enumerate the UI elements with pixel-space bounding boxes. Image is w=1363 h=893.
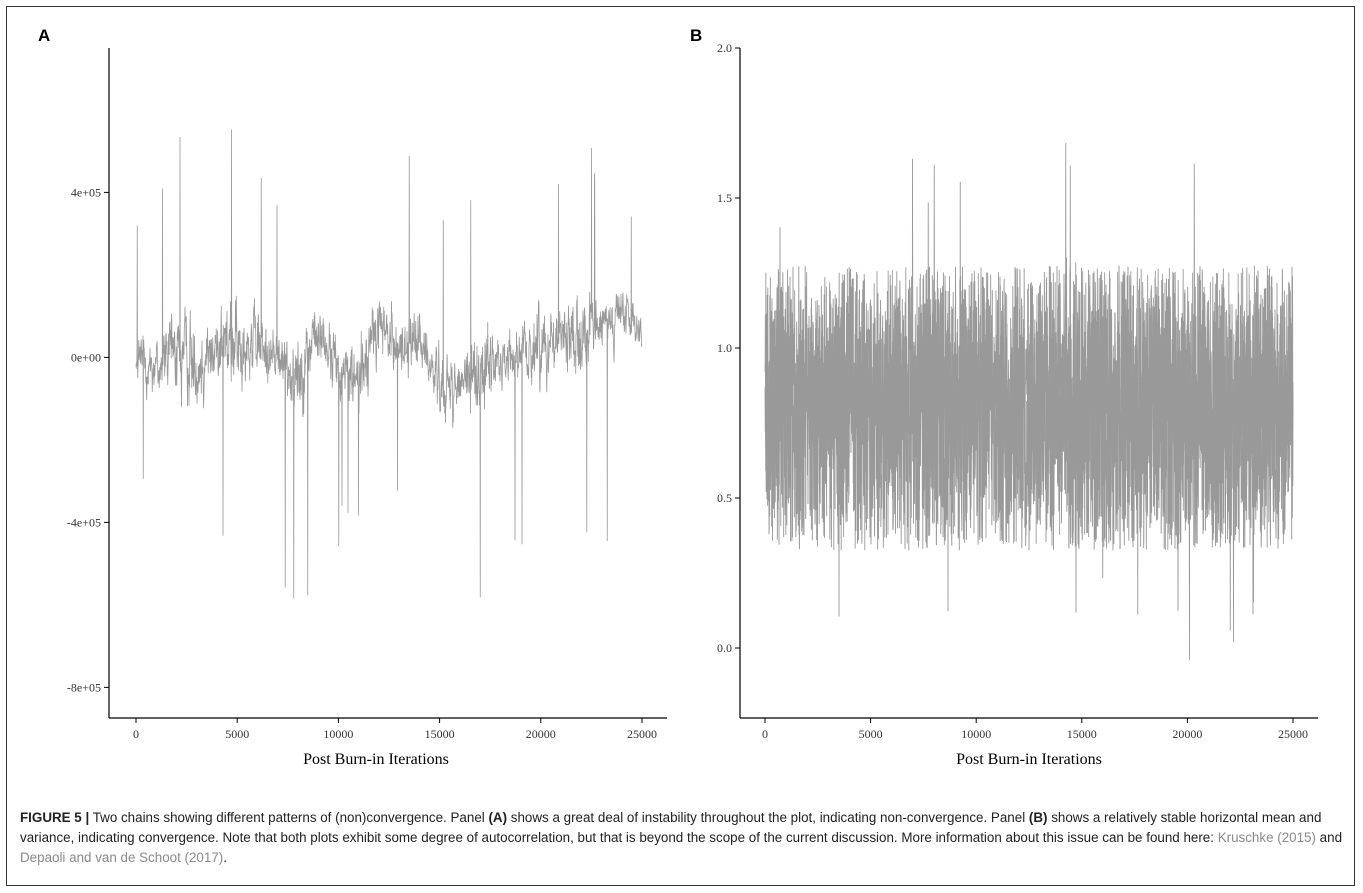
y-tick-label: 1.5 bbox=[717, 191, 732, 205]
figure-charts: A -8e+05 -4e+05 0e+00 4e+05 0 5000 10000 15000… bbox=[38, 26, 1318, 768]
x-tick-label: 5000 bbox=[859, 727, 883, 741]
x-tick-label: 20000 bbox=[526, 727, 556, 741]
y-tick-label: 4e+05 bbox=[71, 185, 101, 199]
panel-b-x-ticks: 0 5000 10000 15000 20000 25000 bbox=[762, 718, 1308, 741]
x-tick-label: 25000 bbox=[627, 727, 657, 741]
x-tick-label: 0 bbox=[762, 727, 768, 741]
y-tick-label: 1.0 bbox=[717, 341, 732, 355]
x-tick-label: 25000 bbox=[1278, 727, 1308, 741]
panel-b-y-ticks: 0.0 0.5 1.0 1.5 2.0 bbox=[717, 41, 740, 655]
caption-text-4: and bbox=[1315, 830, 1343, 845]
x-tick-label: 10000 bbox=[323, 727, 353, 741]
panel-a: A -8e+05 -4e+05 0e+00 4e+05 0 5000 10000 15000… bbox=[38, 26, 667, 768]
panel-a-x-axis-title: Post Burn-in Iterations bbox=[303, 751, 449, 768]
panel-a-x-ticks: 0 5000 10000 15000 20000 25000 bbox=[133, 718, 657, 741]
x-tick-label: 15000 bbox=[425, 727, 455, 741]
caption-text-5: . bbox=[223, 850, 227, 865]
x-tick-label: 20000 bbox=[1172, 727, 1202, 741]
trace-line bbox=[135, 129, 643, 599]
panel-b: B 0.0 0.5 1.0 1.5 2.0 0 5000 10000 15000 20000 25… bbox=[690, 26, 1318, 768]
caption-text-1: Two chains showing different patterns of… bbox=[89, 810, 489, 825]
x-tick-label: 15000 bbox=[1067, 727, 1097, 741]
figure-frame bbox=[6, 6, 1355, 886]
y-tick-label: 0.5 bbox=[717, 491, 732, 505]
caption-text-2: shows a great deal of instability throug… bbox=[507, 810, 1029, 825]
y-tick-label: 2.0 bbox=[717, 41, 732, 55]
panel-a-letter: A bbox=[38, 26, 50, 45]
x-tick-label: 10000 bbox=[961, 727, 991, 741]
caption-text-3: shows a relatively stable horizontal mea… bbox=[20, 810, 1322, 845]
caption-reference-depaoli[interactable]: Depaoli and van de Schoot (2017) bbox=[20, 850, 224, 865]
figure-caption: FIGURE 5 | Two chains showing different … bbox=[20, 808, 1350, 868]
x-tick-label: 0 bbox=[133, 727, 139, 741]
caption-panel-b-ref: (B) bbox=[1028, 810, 1048, 825]
x-tick-label: 5000 bbox=[225, 727, 249, 741]
y-tick-label: -8e+05 bbox=[67, 680, 101, 694]
caption-figure-label: FIGURE 5 | bbox=[20, 810, 90, 825]
y-tick-label: 0e+00 bbox=[71, 350, 101, 364]
trace-line-core bbox=[764, 265, 1294, 551]
panel-b-letter: B bbox=[690, 26, 702, 45]
y-tick-label: 0.0 bbox=[717, 641, 732, 655]
y-tick-label: -4e+05 bbox=[67, 515, 101, 529]
caption-panel-a-ref: (A) bbox=[488, 810, 508, 825]
panel-b-trace-group bbox=[764, 143, 1294, 660]
panel-b-x-axis-title: Post Burn-in Iterations bbox=[956, 751, 1102, 768]
panel-a-trace-group bbox=[135, 129, 643, 599]
caption-reference-kruschke[interactable]: Kruschke (2015) bbox=[1217, 830, 1316, 845]
panel-a-y-ticks: -8e+05 -4e+05 0e+00 4e+05 bbox=[67, 185, 109, 694]
